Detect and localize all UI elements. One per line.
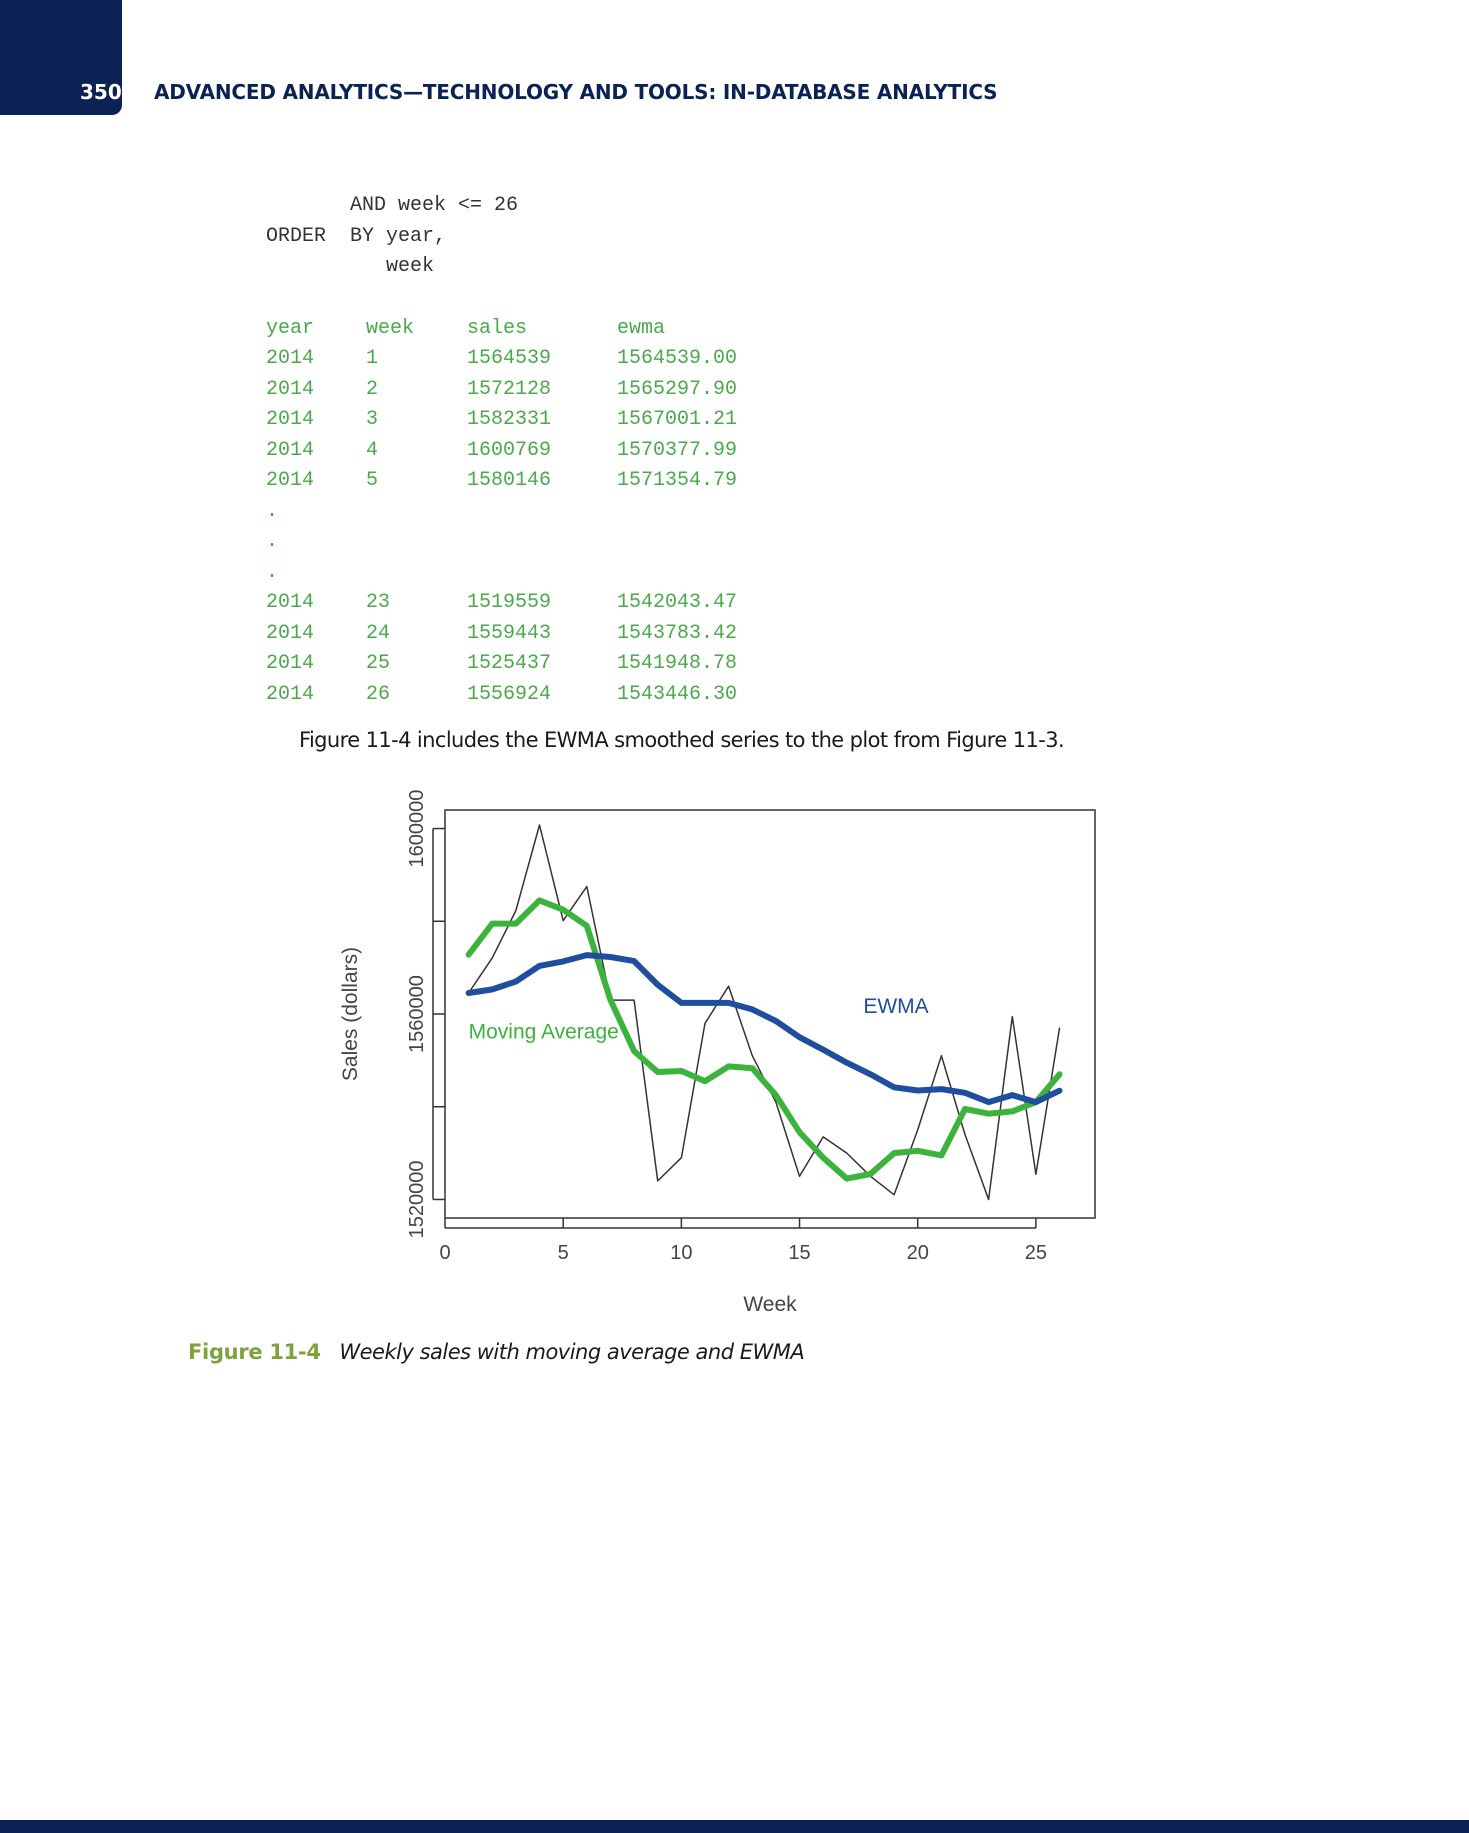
series-line-moving-average — [465, 897, 1063, 1182]
x-tick-label: 15 — [788, 1242, 810, 1264]
annotation-moving-average: Moving Average — [469, 1021, 619, 1044]
cell-sales: 1559443 — [467, 621, 552, 645]
cell-week: 2 — [366, 377, 379, 401]
cell-week: 24 — [366, 621, 391, 645]
table-row: 2014 4 1600769 1570377.99 — [266, 435, 767, 466]
x-tick-label: 5 — [558, 1242, 569, 1264]
column-header-week: week — [366, 316, 415, 340]
body-paragraph: Figure 11-4 includes the EWMA smoothed s… — [299, 728, 1065, 752]
table-row: 2014 26 1556924 1543446.30 — [266, 679, 767, 710]
cell-sales: 1519559 — [467, 591, 552, 615]
cell-ewma: 1564539.00 — [617, 347, 738, 371]
cell-week: 5 — [366, 469, 379, 493]
table-header-row: year week sales ewma — [266, 313, 767, 344]
cell-year: 2014 — [266, 682, 315, 706]
y-tick-label: 1520000 — [406, 1161, 428, 1239]
code-line: week — [266, 255, 435, 278]
cell-ewma: 1565297.90 — [617, 377, 738, 401]
table-row: 2014 5 1580146 1571354.79 — [266, 466, 767, 497]
code-line: AND week <= 26 — [266, 194, 519, 217]
cell-year: 2014 — [266, 438, 315, 462]
ellipsis-row: . — [266, 527, 767, 558]
table-row: 2014 24 1559443 1543783.42 — [266, 618, 767, 649]
figure-label: Figure 11-4 — [188, 1340, 321, 1364]
query-result-table: year week sales ewma 2014 1 1564539 1564539… — [266, 313, 767, 710]
sales-chart: 0 5 10 15 20 25 1520000 1560000 1600000 Week Sales… — [330, 770, 1130, 1330]
cell-ewma: 1543446.30 — [617, 682, 738, 706]
cell-week: 26 — [366, 682, 391, 706]
column-header-sales: sales — [467, 316, 528, 340]
column-header-ewma: ewma — [617, 316, 666, 340]
cell-sales: 1564539 — [467, 347, 552, 371]
page-number: 350 — [80, 80, 122, 104]
ellipsis-dot: . — [266, 499, 279, 523]
y-axis-label: Sales (dollars) — [339, 947, 362, 1081]
cell-week: 1 — [366, 347, 379, 371]
ellipsis-dot: . — [266, 530, 279, 554]
cell-ewma: 1543783.42 — [617, 621, 738, 645]
x-tick-label: 25 — [1025, 1242, 1047, 1264]
ellipsis-row: . — [266, 496, 767, 527]
annotation-ewma: EWMA — [863, 995, 928, 1018]
cell-ewma: 1571354.79 — [617, 469, 738, 493]
cell-sales: 1556924 — [467, 682, 552, 706]
x-tick-label: 20 — [907, 1242, 929, 1264]
code-line: ORDER BY year, — [266, 224, 447, 248]
series-line-ewma — [465, 952, 1063, 1106]
ellipsis-dot: . — [266, 560, 279, 584]
cell-sales: 1525437 — [467, 652, 552, 676]
column-header-year: year — [266, 316, 315, 340]
x-tick-label: 0 — [439, 1242, 450, 1264]
x-tick-label: 10 — [670, 1242, 692, 1264]
figure-caption: Figure 11-4 Weekly sales with moving ave… — [188, 1340, 805, 1364]
cell-year: 2014 — [266, 621, 315, 645]
plot-frame — [444, 809, 1096, 1219]
running-head: ADVANCED ANALYTICS—TECHNOLOGY AND TOOLS:… — [154, 80, 998, 104]
cell-ewma: 1541948.78 — [617, 652, 738, 676]
x-axis-label: Week — [743, 1293, 797, 1316]
figure-title: Weekly sales with moving average and EWM… — [339, 1340, 805, 1364]
cell-year: 2014 — [266, 408, 315, 432]
y-tick-label: 1600000 — [406, 790, 428, 868]
cell-sales: 1600769 — [467, 438, 552, 462]
cell-ewma: 1567001.21 — [617, 408, 738, 432]
table-row: 2014 1 1564539 1564539.00 — [266, 344, 767, 375]
cell-ewma: 1542043.47 — [617, 591, 738, 615]
cell-week: 3 — [366, 408, 379, 432]
cell-year: 2014 — [266, 347, 315, 371]
cell-week: 23 — [366, 591, 391, 615]
cell-week: 4 — [366, 438, 379, 462]
cell-year: 2014 — [266, 591, 315, 615]
cell-ewma: 1570377.99 — [617, 438, 738, 462]
page-number-tab: 350 — [0, 0, 122, 115]
chart-svg: 0 5 10 15 20 25 1520000 1560000 1600000 Week Sales… — [339, 790, 1096, 1316]
cell-year: 2014 — [266, 652, 315, 676]
cell-year: 2014 — [266, 377, 315, 401]
table-row: 2014 3 1582331 1567001.21 — [266, 405, 767, 436]
table-row: 2014 23 1519559 1542043.47 — [266, 588, 767, 619]
sql-code-block: AND week <= 26 ORDER BY year, week — [266, 191, 518, 283]
table-row: 2014 2 1572128 1565297.90 — [266, 374, 767, 405]
cell-year: 2014 — [266, 469, 315, 493]
table-row: 2014 25 1525437 1541948.78 — [266, 649, 767, 680]
cell-sales: 1582331 — [467, 408, 552, 432]
ellipsis-row: . — [266, 557, 767, 588]
bottom-bar — [0, 1820, 1469, 1833]
y-tick-label: 1560000 — [406, 975, 428, 1053]
cell-week: 25 — [366, 652, 391, 676]
cell-sales: 1572128 — [467, 377, 552, 401]
cell-sales: 1580146 — [467, 469, 552, 493]
